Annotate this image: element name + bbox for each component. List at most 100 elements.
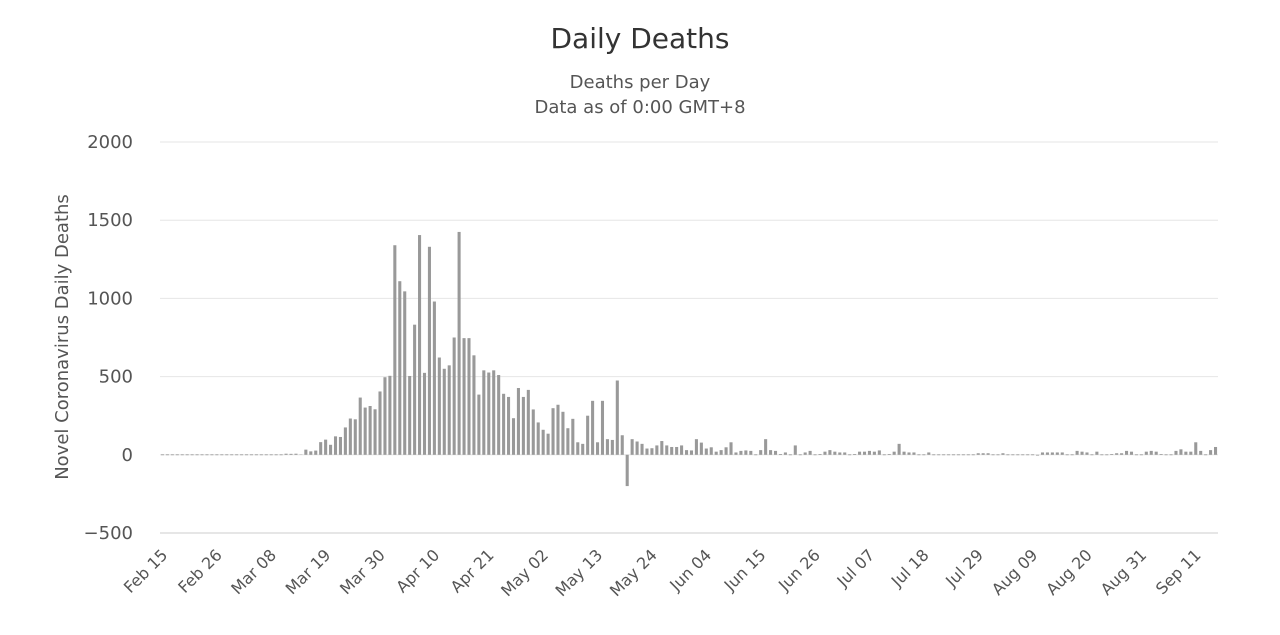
bar [1040, 452, 1045, 455]
bar [783, 452, 787, 455]
bar [1065, 454, 1069, 456]
x-tick-label: May 24 [606, 545, 661, 600]
bar [823, 451, 827, 455]
bar [521, 396, 525, 455]
bar [635, 441, 639, 455]
bar [610, 439, 614, 455]
bar [259, 454, 263, 456]
bar [912, 452, 916, 455]
bar [348, 418, 352, 455]
bar [966, 454, 970, 456]
bar [640, 443, 644, 455]
bar [1189, 451, 1193, 455]
bar [329, 444, 333, 455]
bar [1100, 454, 1104, 456]
bar [947, 454, 951, 456]
bar [1179, 449, 1183, 455]
bar [981, 453, 985, 455]
bar [1144, 451, 1148, 455]
bar [254, 454, 258, 456]
bar [586, 415, 590, 455]
bar [887, 454, 891, 455]
bar [675, 446, 679, 455]
bar [872, 451, 876, 455]
bar [818, 454, 822, 455]
bar [764, 439, 768, 455]
y-tick-label: 0 [122, 445, 133, 466]
bar [882, 454, 886, 456]
chart-subtitle-date: Data as of 0:00 GMT+8 [534, 97, 746, 118]
bar [1085, 452, 1089, 455]
bar [699, 442, 703, 455]
bar [551, 408, 555, 455]
bar [566, 428, 570, 455]
bar [581, 443, 585, 455]
bar [1060, 452, 1064, 455]
bar [447, 365, 451, 455]
bar [200, 454, 204, 456]
bar [437, 357, 441, 455]
x-tick-label: Jul 18 [887, 545, 933, 591]
bar [274, 454, 278, 456]
x-tick-label: Apr 10 [392, 545, 443, 596]
bar [759, 450, 763, 455]
bar [556, 404, 560, 455]
bar [596, 442, 600, 455]
x-tick-label: Feb 26 [174, 545, 225, 596]
bar [1184, 451, 1188, 455]
bar [1134, 454, 1138, 456]
bar [240, 454, 244, 456]
bar [773, 450, 778, 455]
bar [719, 450, 723, 455]
bar [1031, 454, 1035, 456]
bar [670, 446, 674, 455]
x-tick-label: Jun 26 [774, 545, 824, 595]
bar [655, 445, 659, 455]
bar [729, 442, 733, 455]
bar [408, 375, 412, 455]
bar [600, 400, 605, 455]
bar [1115, 453, 1119, 455]
bar [1090, 454, 1094, 456]
bar [1164, 454, 1168, 456]
y-tick-label: −500 [84, 523, 133, 544]
bar [1026, 454, 1030, 456]
bar [685, 450, 689, 455]
bar [1159, 454, 1163, 455]
bar [788, 454, 792, 456]
bar [858, 451, 862, 455]
bar [660, 441, 664, 455]
bar [724, 447, 728, 455]
bar [793, 445, 797, 455]
chart-title: Daily Deaths [550, 22, 730, 55]
bar [714, 451, 718, 455]
bar [956, 454, 960, 456]
x-tick-label: May 02 [497, 545, 552, 600]
bar [942, 454, 946, 456]
bar [289, 453, 293, 455]
bar [902, 451, 906, 455]
bar [1204, 454, 1208, 456]
bar [833, 451, 837, 455]
y-axis-label: Novel Coronavirus Daily Deaths [52, 194, 73, 480]
bar [1199, 450, 1203, 455]
bar [264, 454, 268, 456]
bar [1045, 452, 1049, 455]
bar [363, 407, 367, 455]
bar [249, 454, 253, 456]
bar [808, 450, 812, 455]
bar [418, 235, 422, 455]
bar [996, 454, 1000, 456]
y-axis-ticks: −500 0 500 1000 1500 2000 [84, 132, 133, 544]
bar [1011, 454, 1015, 456]
gridlines [160, 141, 1218, 534]
bar [986, 453, 990, 455]
bar [230, 454, 234, 456]
x-tick-label: Mar 19 [282, 545, 335, 598]
y-tick-label: 1500 [87, 210, 133, 231]
bar [1174, 450, 1178, 455]
bar [1095, 451, 1099, 455]
bar [309, 451, 313, 455]
bar [1169, 454, 1173, 456]
bar [650, 448, 654, 455]
